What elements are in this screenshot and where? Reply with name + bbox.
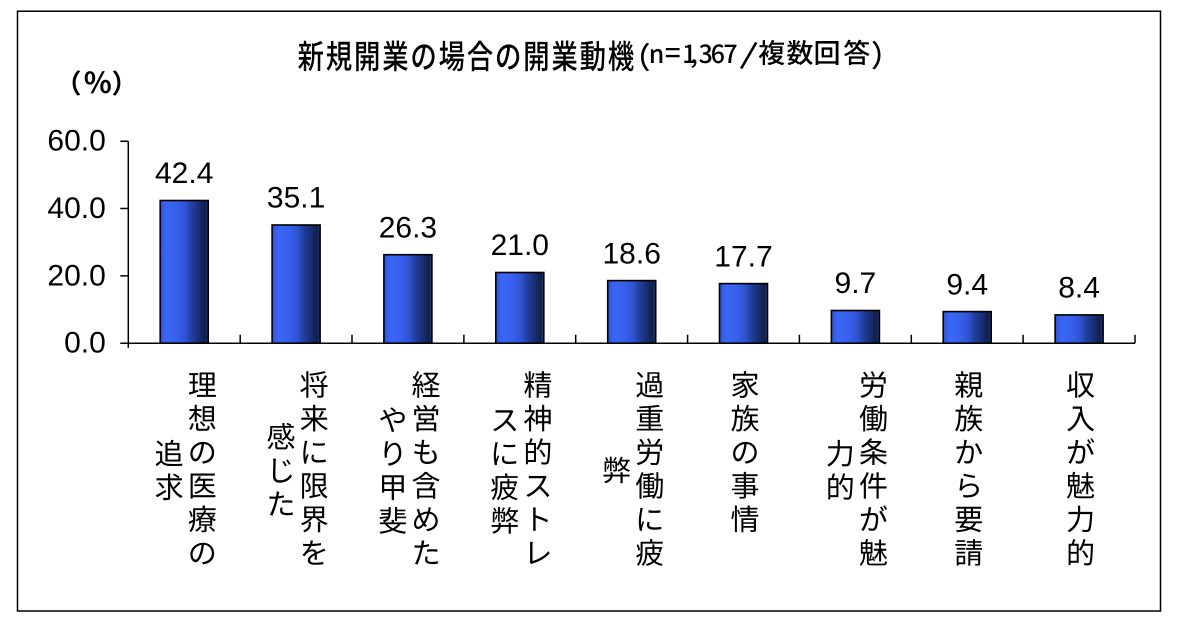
svg-text:42.4: 42.4 bbox=[155, 157, 213, 190]
svg-text:26.3: 26.3 bbox=[379, 211, 437, 244]
svg-text:21.0: 21.0 bbox=[491, 229, 549, 262]
svg-text:9.7: 9.7 bbox=[835, 267, 877, 300]
svg-text:40.0: 40.0 bbox=[47, 192, 105, 225]
svg-text:60.0: 60.0 bbox=[47, 125, 105, 158]
svg-text:9.4: 9.4 bbox=[946, 268, 988, 301]
svg-text:17.7: 17.7 bbox=[714, 240, 772, 273]
svg-text:8.4: 8.4 bbox=[1058, 272, 1100, 305]
svg-text:20.0: 20.0 bbox=[47, 259, 105, 292]
svg-text:18.6: 18.6 bbox=[603, 237, 661, 270]
svg-text:35.1: 35.1 bbox=[267, 182, 325, 215]
svg-text:0.0: 0.0 bbox=[64, 327, 106, 360]
